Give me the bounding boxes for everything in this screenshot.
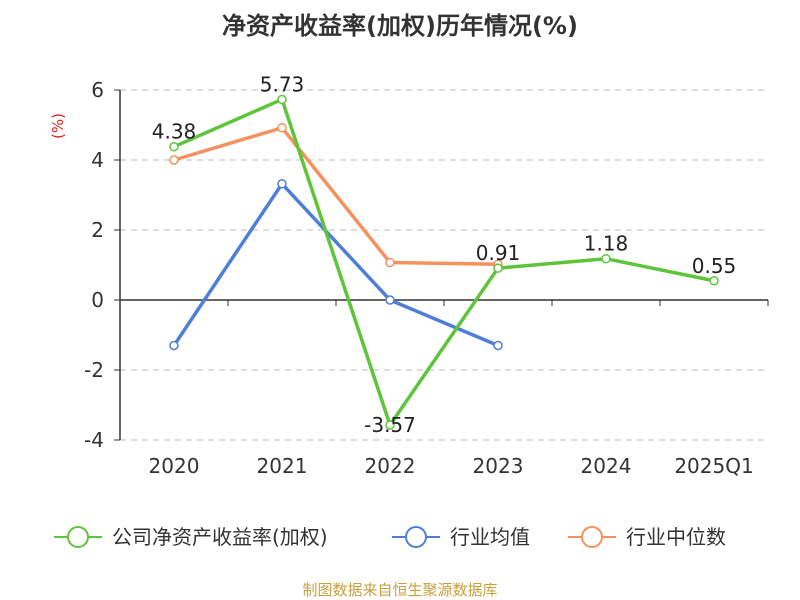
- source-note: 制图数据来自恒生聚源数据库: [302, 581, 497, 599]
- legend-item-1[interactable]: 行业均值: [392, 525, 530, 549]
- data-label: 4.38: [152, 120, 197, 144]
- data-point: [709, 276, 719, 286]
- data-label: 0.55: [692, 254, 737, 278]
- x-tick-label: 2021: [257, 454, 308, 478]
- data-point: [385, 420, 395, 430]
- legend[interactable]: 公司净资产收益率(加权) 行业均值 行业中位数: [54, 525, 726, 549]
- data-labels: 4.38 5.73 -3.57 0.91 1.18 0.55: [152, 72, 737, 437]
- series-line-2: [173, 126, 499, 267]
- data-point: [277, 123, 287, 133]
- axes: [119, 90, 769, 440]
- y-tick-label: 6: [91, 78, 104, 102]
- legend-label: 行业中位数: [626, 525, 726, 549]
- x-tick-labels: 2020 2021 2022 2023 2024 2025Q1: [149, 454, 754, 478]
- data-point: [601, 253, 611, 264]
- data-label: -3.57: [364, 413, 416, 437]
- x-tick-label: 2025Q1: [674, 454, 753, 478]
- data-point: [277, 179, 287, 189]
- data-point: [169, 340, 179, 351]
- x-tick-label: 2024: [581, 454, 632, 478]
- chart-title: 净资产收益率(加权)历年情况(%): [222, 12, 578, 40]
- data-point: [385, 295, 395, 305]
- y-tick-label: 4: [91, 148, 104, 172]
- y-tick-label: -2: [84, 358, 104, 382]
- y-tick-label: -4: [84, 428, 104, 452]
- legend-label: 行业均值: [450, 525, 530, 549]
- series-line-1: [172, 182, 499, 348]
- data-label: 5.73: [260, 72, 305, 96]
- x-tick-label: 2020: [149, 454, 200, 478]
- legend-marker: [67, 526, 89, 548]
- y-tick-labels: -4 -2 0 2 4 6: [84, 78, 104, 452]
- data-point: [385, 257, 395, 268]
- x-tick-label: 2022: [365, 454, 416, 478]
- data-point: [493, 340, 503, 351]
- data-point: [277, 94, 287, 105]
- legend-marker: [405, 526, 427, 548]
- x-tick-label: 2023: [473, 454, 524, 478]
- series-lines: [169, 94, 719, 430]
- y-axis-title: (%): [49, 113, 67, 139]
- legend-marker: [581, 526, 603, 548]
- data-point: [169, 141, 179, 152]
- series-line-0: [173, 97, 715, 427]
- y-tick-label: 0: [91, 288, 104, 312]
- legend-item-2[interactable]: 行业中位数: [568, 525, 726, 549]
- legend-label: 公司净资产收益率(加权): [112, 525, 328, 549]
- data-point: [493, 263, 503, 273]
- data-point: [169, 155, 179, 165]
- data-label: 0.91: [476, 241, 521, 265]
- data-label: 1.18: [584, 232, 629, 256]
- gridlines: [114, 89, 768, 441]
- legend-item-0[interactable]: 公司净资产收益率(加权): [54, 525, 328, 549]
- y-tick-label: 2: [91, 218, 104, 242]
